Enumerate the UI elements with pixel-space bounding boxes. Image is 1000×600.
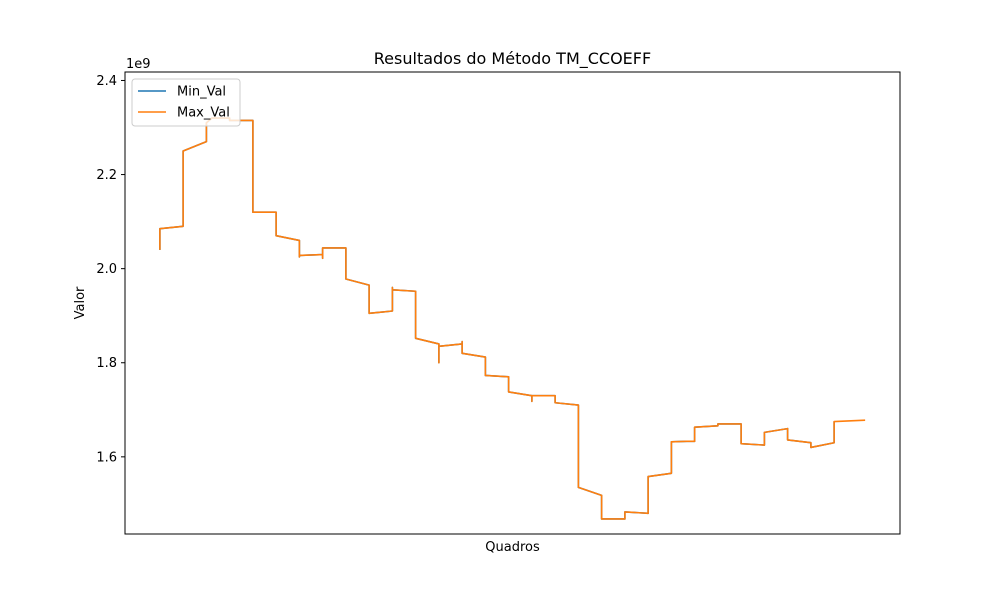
series-line-min-val — [159, 117, 835, 520]
legend-label-min-val: Min_Val — [177, 85, 226, 100]
x-axis-label: Quadros — [485, 540, 540, 555]
y-tick-label: 2.4 — [96, 74, 117, 89]
y-tick-label: 1.8 — [96, 356, 117, 371]
y-axis-offset-label: 1e9 — [126, 57, 151, 72]
y-axis-label: Valor — [73, 286, 88, 319]
legend: Min_Val Max_Val — [131, 78, 241, 127]
y-tick-label: 2.0 — [96, 262, 117, 277]
y-tick-label: 1.6 — [96, 450, 117, 465]
y-axis-ticks: 1.6 1.8 2.0 2.2 2.4 — [96, 74, 125, 465]
axes-frame — [124, 71, 901, 535]
series-line-max-val — [159, 117, 866, 520]
legend-label-max-val: Max_Val — [177, 106, 230, 121]
series-layer — [159, 117, 866, 520]
chart-title: Resultados do Método TM_CCOEFF — [374, 49, 651, 69]
y-tick-label: 2.2 — [96, 168, 117, 183]
